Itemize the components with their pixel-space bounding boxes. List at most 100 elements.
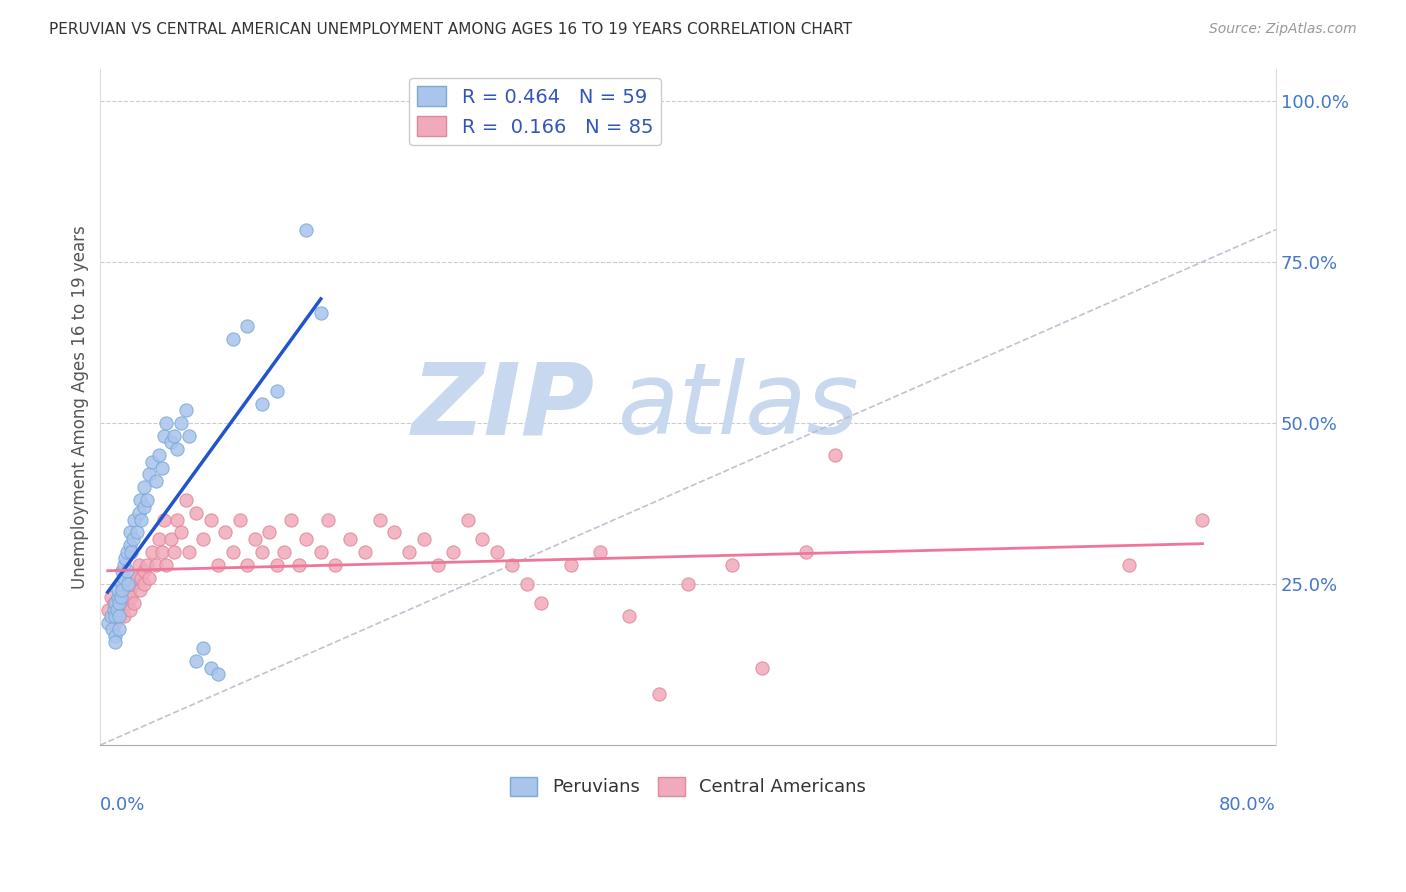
- Point: [118, 603, 141, 617]
- Point: [115, 564, 138, 578]
- Point: [170, 416, 193, 430]
- Point: [163, 429, 186, 443]
- Point: [155, 558, 177, 572]
- Point: [163, 545, 186, 559]
- Point: [103, 596, 125, 610]
- Point: [177, 545, 200, 559]
- Point: [128, 506, 150, 520]
- Point: [295, 532, 318, 546]
- Point: [108, 590, 131, 604]
- Point: [441, 545, 464, 559]
- Point: [1118, 558, 1140, 572]
- Point: [152, 512, 174, 526]
- Point: [120, 545, 142, 559]
- Point: [138, 570, 160, 584]
- Point: [122, 596, 145, 610]
- Point: [141, 454, 163, 468]
- Point: [457, 512, 479, 526]
- Point: [104, 596, 127, 610]
- Point: [131, 512, 153, 526]
- Text: ZIP: ZIP: [411, 359, 595, 455]
- Point: [280, 512, 302, 526]
- Point: [141, 545, 163, 559]
- Point: [104, 615, 127, 630]
- Point: [152, 429, 174, 443]
- Point: [382, 525, 405, 540]
- Point: [134, 500, 156, 514]
- Point: [104, 603, 127, 617]
- Point: [115, 545, 138, 559]
- Point: [112, 570, 135, 584]
- Point: [148, 448, 170, 462]
- Point: [127, 525, 149, 540]
- Point: [184, 654, 207, 668]
- Point: [136, 493, 159, 508]
- Point: [339, 532, 361, 546]
- Point: [111, 583, 134, 598]
- Point: [221, 332, 243, 346]
- Point: [104, 635, 127, 649]
- Point: [121, 577, 143, 591]
- Point: [108, 622, 131, 636]
- Point: [243, 532, 266, 546]
- Point: [412, 532, 434, 546]
- Point: [122, 512, 145, 526]
- Point: [145, 558, 167, 572]
- Point: [103, 603, 125, 617]
- Point: [118, 538, 141, 552]
- Point: [101, 609, 124, 624]
- Point: [127, 570, 149, 584]
- Point: [174, 403, 197, 417]
- Point: [107, 590, 129, 604]
- Point: [309, 545, 332, 559]
- Point: [155, 416, 177, 430]
- Point: [207, 558, 229, 572]
- Point: [676, 577, 699, 591]
- Point: [101, 622, 124, 636]
- Point: [207, 667, 229, 681]
- Point: [589, 545, 612, 559]
- Point: [287, 558, 309, 572]
- Point: [166, 442, 188, 456]
- Point: [751, 661, 773, 675]
- Y-axis label: Unemployment Among Ages 16 to 19 years: Unemployment Among Ages 16 to 19 years: [72, 225, 89, 589]
- Point: [108, 596, 131, 610]
- Point: [117, 596, 139, 610]
- Point: [97, 603, 120, 617]
- Point: [170, 525, 193, 540]
- Point: [111, 577, 134, 591]
- Point: [530, 596, 553, 610]
- Point: [160, 435, 183, 450]
- Point: [354, 545, 377, 559]
- Point: [121, 532, 143, 546]
- Point: [112, 558, 135, 572]
- Point: [824, 448, 846, 462]
- Point: [128, 558, 150, 572]
- Point: [427, 558, 450, 572]
- Point: [134, 577, 156, 591]
- Point: [214, 525, 236, 540]
- Point: [108, 609, 131, 624]
- Point: [229, 512, 252, 526]
- Point: [721, 558, 744, 572]
- Point: [134, 564, 156, 578]
- Point: [193, 641, 215, 656]
- Point: [236, 319, 259, 334]
- Point: [648, 686, 671, 700]
- Legend: Peruvians, Central Americans: Peruvians, Central Americans: [503, 770, 873, 804]
- Text: atlas: atlas: [617, 359, 859, 455]
- Point: [138, 467, 160, 482]
- Point: [111, 564, 134, 578]
- Point: [111, 596, 134, 610]
- Point: [150, 545, 173, 559]
- Point: [250, 545, 273, 559]
- Point: [115, 577, 138, 591]
- Point: [200, 512, 222, 526]
- Point: [250, 396, 273, 410]
- Point: [221, 545, 243, 559]
- Point: [104, 609, 127, 624]
- Point: [145, 474, 167, 488]
- Point: [316, 512, 339, 526]
- Point: [129, 583, 152, 598]
- Text: Source: ZipAtlas.com: Source: ZipAtlas.com: [1209, 22, 1357, 37]
